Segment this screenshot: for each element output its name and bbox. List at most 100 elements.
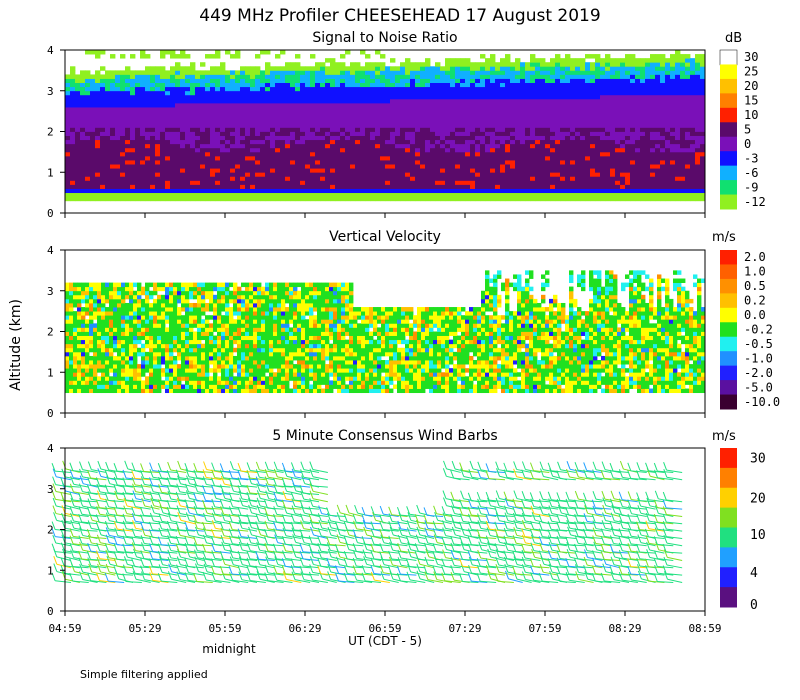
snr-cell — [250, 70, 256, 75]
snr-cell — [530, 192, 536, 198]
snr-cell — [335, 127, 341, 132]
snr-cell — [415, 143, 421, 149]
snr-cell — [180, 66, 186, 71]
snr-cell — [260, 188, 266, 194]
vv-cell — [109, 347, 114, 353]
snr-cell — [470, 98, 476, 104]
snr-cell — [555, 188, 561, 194]
snr-cell — [335, 160, 341, 165]
snr-cell — [620, 139, 626, 145]
snr-cell — [200, 102, 206, 108]
snr-cell — [360, 168, 366, 173]
snr-cell — [330, 139, 336, 145]
snr-cell — [565, 123, 571, 128]
snr-cell — [600, 188, 606, 194]
snr-cell — [595, 123, 601, 128]
snr-cell — [170, 119, 176, 124]
snr-cell — [495, 151, 501, 157]
colorbar-label: 5 — [744, 123, 751, 137]
snr-cell — [400, 78, 406, 83]
snr-cell — [95, 180, 101, 185]
vv-cell — [149, 307, 154, 312]
snr-cell — [65, 78, 71, 83]
snr-cell — [595, 155, 601, 161]
snr-cell — [585, 107, 591, 112]
snr-cell — [250, 86, 256, 92]
snr-cell — [320, 160, 326, 165]
snr-cell — [600, 160, 606, 165]
snr-cell — [355, 168, 361, 173]
snr-cell — [390, 90, 396, 96]
vv-cell — [145, 339, 150, 345]
snr-cell — [665, 78, 671, 83]
snr-cell — [380, 98, 386, 104]
snr-cell — [155, 196, 161, 202]
snr-cell — [635, 180, 641, 185]
snr-cell — [500, 143, 506, 149]
snr-cell — [515, 180, 521, 185]
snr-cell — [520, 143, 526, 149]
snr-cell — [585, 66, 591, 71]
snr-cell — [505, 107, 511, 112]
snr-cell — [685, 135, 691, 141]
vv-cell — [121, 351, 126, 357]
snr-cell — [425, 151, 431, 157]
vv-cell — [121, 327, 126, 332]
snr-cell — [405, 58, 411, 63]
snr-cell — [325, 82, 331, 88]
snr-cell — [355, 176, 361, 181]
vv-cell — [137, 307, 142, 312]
snr-cell — [365, 180, 371, 185]
snr-cell — [555, 139, 561, 145]
snr-cell — [640, 155, 646, 161]
snr-cell — [160, 107, 166, 112]
snr-cell — [70, 66, 76, 71]
snr-cell — [75, 131, 81, 136]
snr-cell — [110, 143, 116, 149]
snr-cell — [445, 147, 451, 153]
vv-cell — [109, 298, 114, 304]
snr-cell — [230, 123, 236, 128]
snr-cell — [525, 164, 531, 169]
snr-cell — [320, 143, 326, 149]
snr-cell — [80, 176, 86, 181]
snr-cell — [125, 180, 131, 185]
snr-cell — [285, 111, 291, 116]
snr-cell — [110, 196, 116, 202]
snr-cell — [570, 74, 576, 79]
snr-cell — [495, 70, 501, 75]
snr-cell — [375, 196, 381, 202]
snr-cell — [640, 74, 646, 79]
snr-cell — [605, 58, 611, 63]
snr-cell — [555, 111, 561, 116]
snr-cell — [340, 66, 346, 71]
vv-cell — [97, 339, 102, 345]
vv-cell — [133, 347, 138, 353]
snr-cell — [450, 115, 456, 120]
snr-cell — [170, 164, 176, 169]
snr-cell — [100, 139, 106, 145]
snr-cell — [590, 54, 596, 59]
snr-cell — [200, 155, 206, 161]
snr-cell — [560, 82, 566, 88]
snr-cell — [300, 115, 306, 120]
snr-cell — [435, 164, 441, 169]
snr-cell — [455, 172, 461, 177]
snr-cell — [595, 86, 601, 92]
snr-cell — [175, 139, 181, 145]
snr-cell — [695, 160, 701, 165]
snr-cell — [565, 98, 571, 104]
snr-cell — [570, 131, 576, 136]
snr-cell — [110, 127, 116, 132]
snr-cell — [605, 90, 611, 96]
snr-cell — [570, 160, 576, 165]
snr-cell — [335, 78, 341, 83]
snr-cell — [450, 151, 456, 157]
snr-cell — [90, 160, 96, 165]
snr-cell — [135, 74, 141, 79]
snr-cell — [670, 168, 676, 173]
snr-cell — [290, 139, 296, 145]
snr-cell — [615, 90, 621, 96]
snr-cell — [230, 102, 236, 108]
snr-cell — [530, 155, 536, 161]
